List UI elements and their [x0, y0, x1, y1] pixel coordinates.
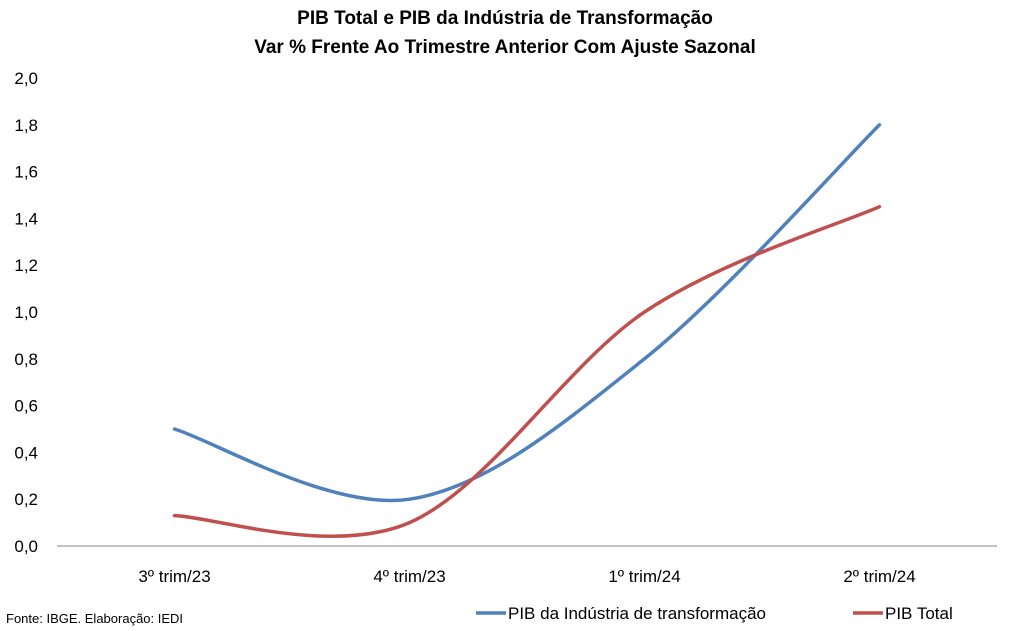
y-tick-label: 0,6	[14, 397, 38, 416]
source-note: Fonte: IBGE. Elaboração: IEDI	[6, 611, 183, 626]
x-tick-label: 2º trim/24	[843, 567, 915, 586]
legend: PIB da Indústria de transformação PIB Tot…	[476, 604, 953, 623]
chart-subtitle: Var % Frente Ao Trimestre Anterior Com A…	[254, 37, 756, 58]
y-tick-label: 1,8	[14, 116, 38, 135]
legend-label-0: PIB da Indústria de transformação	[508, 604, 766, 623]
series-line-1	[172, 204, 882, 538]
chart-title: PIB Total e PIB da Indústria de Transfor…	[297, 8, 713, 29]
x-axis: 3º trim/23 4º trim/23 1º trim/24 2º trim/24	[138, 567, 915, 586]
y-tick-label: 1,2	[14, 256, 38, 275]
x-tick-label: 4º trim/23	[373, 567, 445, 586]
y-tick-label: 1,0	[14, 303, 38, 322]
y-tick-label: 1,4	[14, 209, 38, 228]
y-tick-label: 0,4	[14, 443, 38, 462]
legend-label-1: PIB Total	[885, 604, 953, 623]
y-tick-label: 2,0	[14, 69, 38, 88]
y-tick-label: 0,8	[14, 350, 38, 369]
y-tick-label: 0,0	[14, 537, 38, 556]
series-line-0	[172, 123, 882, 503]
x-tick-label: 1º trim/24	[608, 567, 680, 586]
plot-series	[172, 123, 882, 538]
y-tick-label: 0,2	[14, 490, 38, 509]
x-tick-label: 3º trim/23	[138, 567, 210, 586]
y-tick-label: 1,6	[14, 163, 38, 182]
y-axis: 0,0 0,2 0,4 0,6 0,8 1,0 1,2 1,4 1,6 1,8 2,0	[14, 69, 38, 556]
